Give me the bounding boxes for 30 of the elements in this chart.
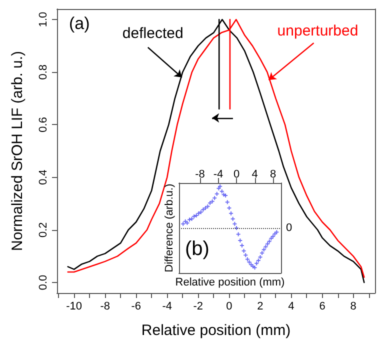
x-tick-label: -10 [66, 300, 82, 312]
y-tick-label: 0.0 [38, 274, 50, 290]
x-tick-label: -6 [131, 300, 142, 312]
annotation: unperturbed [277, 22, 358, 40]
y-tick-label: 0.4 [38, 170, 50, 185]
x-tick-label: 2 [257, 300, 264, 312]
y-axis-title: Normalized SrOH LIF (arb. u.) [9, 50, 26, 252]
y-tick-label: 0.8 [38, 64, 50, 80]
x-tick-label: 4 [288, 300, 294, 312]
y-tick-label: 0.2 [38, 222, 50, 238]
annotation: (a) [69, 14, 90, 33]
x-tick-label: 8 [270, 168, 276, 180]
annotation: deflected [122, 24, 184, 42]
x-tick-label: -8 [195, 168, 205, 180]
x-axis-title: Relative position (mm) [175, 276, 285, 288]
x-tick-label: 0 [233, 168, 240, 180]
x-tick-label: 8 [350, 300, 356, 312]
y-tick-label: 1.0 [38, 12, 50, 28]
x-tick-label: -4 [213, 168, 224, 180]
x-tick-label: 6 [319, 300, 326, 312]
x-tick-label: 4 [252, 168, 258, 180]
ref-line-label: 0 [286, 222, 292, 234]
y-axis-title: Difference (arb.u.) [164, 184, 176, 272]
annotation: (b) [185, 238, 210, 260]
x-tick-label: -4 [162, 300, 172, 312]
x-tick-label: 0 [226, 300, 232, 312]
x-axis-title: Relative position (mm) [141, 322, 291, 339]
x-tick-label: -2 [193, 300, 204, 312]
y-tick-label: 0.6 [38, 117, 50, 132]
x-tick-label: -8 [100, 300, 110, 312]
